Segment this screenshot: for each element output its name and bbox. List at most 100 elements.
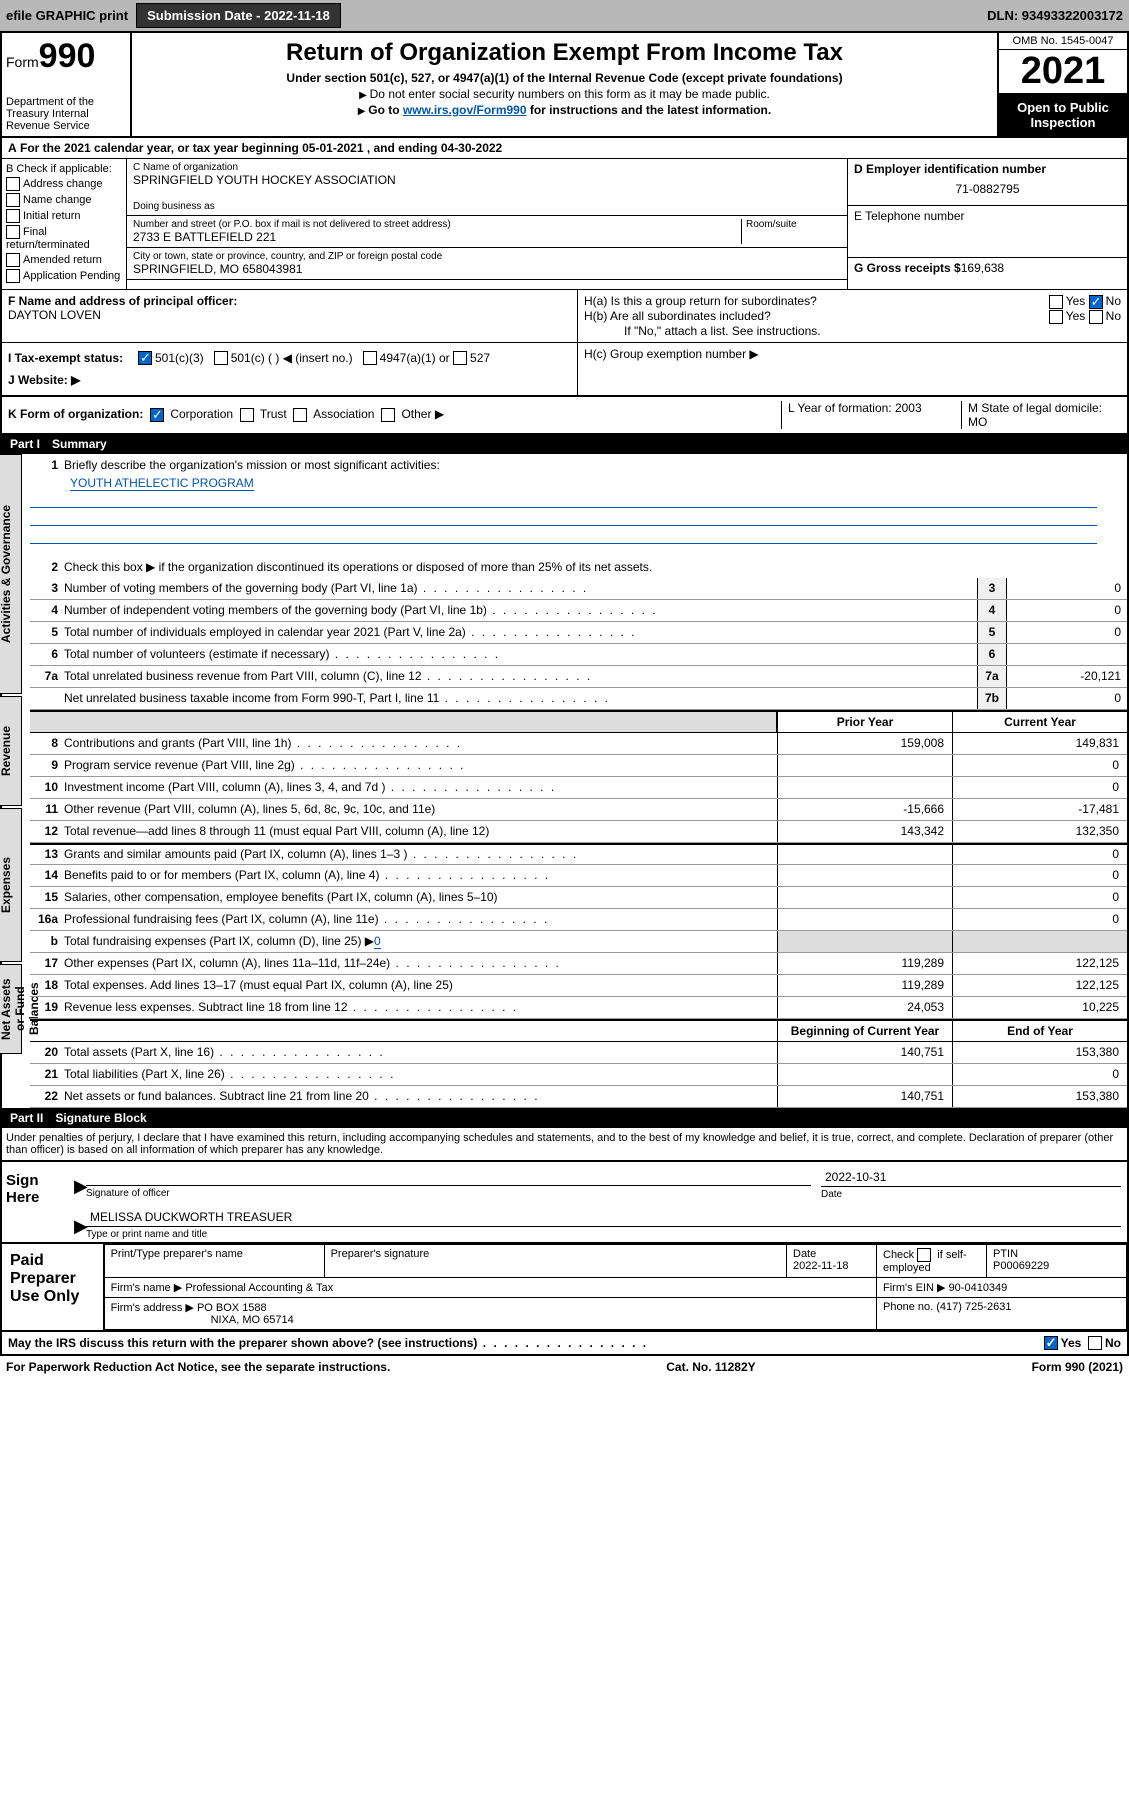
- cbx-other[interactable]: [381, 408, 395, 422]
- cy-16a: 0: [952, 909, 1127, 930]
- cbx-501c3[interactable]: [138, 351, 152, 365]
- addr-row: Number and street (or P.O. box if mail i…: [127, 216, 847, 248]
- hdr-prior: Prior Year: [777, 712, 952, 732]
- ha-yes[interactable]: [1049, 295, 1063, 309]
- line-6: Total number of volunteers (estimate if …: [64, 645, 977, 663]
- cbx-address-change[interactable]: Address change: [6, 177, 122, 191]
- py-10: [777, 777, 952, 798]
- line-11: Other revenue (Part VIII, column (A), li…: [64, 800, 777, 818]
- prep-title: Paid Preparer Use Only: [2, 1244, 104, 1330]
- cbx-corp[interactable]: [150, 408, 164, 422]
- line-16a: Professional fundraising fees (Part IX, …: [64, 910, 777, 928]
- cy-8: 149,831: [952, 733, 1127, 754]
- cbx-initial-return[interactable]: Initial return: [6, 209, 122, 223]
- submission-date-button[interactable]: Submission Date - 2022-11-18: [136, 3, 341, 28]
- dept-label: Department of the Treasury Internal Reve…: [6, 96, 126, 132]
- form-number: Form990: [6, 37, 126, 76]
- officer-name: DAYTON LOVEN: [8, 308, 571, 322]
- val-5: 0: [1007, 625, 1127, 639]
- hb-no[interactable]: [1089, 310, 1103, 324]
- addr-label: Number and street (or P.O. box if mail i…: [133, 219, 741, 230]
- cbx-discuss-yes[interactable]: [1044, 1336, 1058, 1350]
- ha-label: H(a) Is this a group return for subordin…: [584, 294, 1049, 309]
- cbx-4947[interactable]: [363, 351, 377, 365]
- hc-label: H(c) Group exemption number ▶: [584, 347, 1121, 361]
- block-c: C Name of organization SPRINGFIELD YOUTH…: [127, 159, 847, 289]
- cy-9: 0: [952, 755, 1127, 776]
- line-i: I Tax-exempt status: 501(c)(3) 501(c) ( …: [8, 347, 571, 369]
- form990-link[interactable]: www.irs.gov/Form990: [403, 103, 527, 117]
- line-4: Number of independent voting members of …: [64, 601, 977, 619]
- ey-22: 153,380: [952, 1086, 1127, 1107]
- prep-table: Print/Type preparer's name Preparer's si…: [104, 1244, 1127, 1330]
- i-label: I Tax-exempt status:: [8, 351, 138, 365]
- cbx-name-change[interactable]: Name change: [6, 193, 122, 207]
- firm-ein-label: Firm's EIN ▶: [883, 1282, 946, 1294]
- arrow-icon: ▶: [74, 1216, 88, 1237]
- line-8: Contributions and grants (Part VIII, lin…: [64, 734, 777, 752]
- py-17: 119,289: [777, 953, 952, 974]
- ein-row: D Employer identification number 71-0882…: [848, 159, 1127, 206]
- py-16a: [777, 909, 952, 930]
- ein-label: D Employer identification number: [854, 162, 1121, 176]
- by-20: 140,751: [777, 1042, 952, 1063]
- dba-label: Doing business as: [133, 201, 841, 212]
- subtitle-3: Go to www.irs.gov/Form990 for instructio…: [138, 103, 991, 117]
- prep-date-val: 2022-11-18: [793, 1260, 848, 1272]
- cbx-trust[interactable]: [240, 408, 254, 422]
- mission-line: [30, 528, 1097, 544]
- block-hc: H(c) Group exemption number ▶: [577, 343, 1127, 395]
- py-18: 119,289: [777, 975, 952, 996]
- ha-no[interactable]: [1089, 295, 1103, 309]
- page-footer: For Paperwork Reduction Act Notice, see …: [0, 1356, 1129, 1378]
- firm-addr1: PO BOX 1588: [197, 1302, 267, 1314]
- vtab-ag: Activities & Governance: [0, 454, 22, 694]
- vtab-exp: Expenses: [0, 808, 22, 962]
- subtitle-1: Under section 501(c), 527, or 4947(a)(1)…: [138, 71, 991, 85]
- room-label: Room/suite: [746, 219, 841, 230]
- cbx-final-return[interactable]: Final return/terminated: [6, 225, 122, 251]
- hb-yes[interactable]: [1049, 310, 1063, 324]
- val-4: 0: [1007, 603, 1127, 617]
- block-d: D Employer identification number 71-0882…: [847, 159, 1127, 289]
- cy-13: 0: [952, 845, 1127, 864]
- line-7b: Net unrelated business taxable income fr…: [64, 689, 977, 707]
- line-21: Total liabilities (Part X, line 26): [64, 1065, 777, 1083]
- hb-note: If "No," attach a list. See instructions…: [584, 324, 1121, 338]
- form-ref: Form 990 (2021): [1032, 1360, 1123, 1374]
- line-14: Benefits paid to or for members (Part IX…: [64, 866, 777, 884]
- cbx-self-employed[interactable]: [917, 1248, 931, 1262]
- part1-title: Summary: [52, 437, 107, 451]
- line-16b: Total fundraising expenses (Part IX, col…: [64, 932, 777, 950]
- prep-name-hdr: Print/Type preparer's name: [104, 1244, 324, 1277]
- cbx-amended[interactable]: Amended return: [6, 253, 122, 267]
- part1-label: Part I: [10, 437, 40, 451]
- cbx-527[interactable]: [453, 351, 467, 365]
- city-value: SPRINGFIELD, MO 658043981: [133, 262, 841, 276]
- cbx-discuss-no[interactable]: [1088, 1336, 1102, 1350]
- header-right: OMB No. 1545-0047 2021 Open to Public In…: [997, 33, 1127, 136]
- sign-here-row: Sign Here ▶ Signature of officer 2022-10…: [2, 1160, 1127, 1244]
- cbx-assoc[interactable]: [293, 408, 307, 422]
- part2-label: Part II: [10, 1111, 43, 1125]
- org-name-row: C Name of organization SPRINGFIELD YOUTH…: [127, 159, 847, 216]
- cy-11: -17,481: [952, 799, 1127, 820]
- cbx-pending[interactable]: Application Pending: [6, 269, 122, 283]
- city-row: City or town, state or province, country…: [127, 248, 847, 280]
- header-left: Form990 Department of the Treasury Inter…: [2, 33, 132, 136]
- firm-name: Professional Accounting & Tax: [185, 1282, 333, 1294]
- prep-sig-hdr: Preparer's signature: [324, 1244, 786, 1277]
- firm-addr-label: Firm's address ▶: [111, 1302, 194, 1314]
- val-7b: 0: [1007, 691, 1127, 705]
- sig-name-line: ▶MELISSA DUCKWORTH TREASUER: [86, 1208, 1121, 1227]
- sig-date-label: Date: [821, 1189, 1121, 1200]
- sig-declaration: Under penalties of perjury, I declare th…: [2, 1128, 1127, 1160]
- phone-row: E Telephone number: [848, 206, 1127, 258]
- tax-year: 2021: [999, 50, 1127, 94]
- sig-date: 2022-10-31: [821, 1168, 1121, 1187]
- cbx-501c[interactable]: [214, 351, 228, 365]
- prep-date-hdr: Date: [793, 1248, 816, 1260]
- cy-19: 10,225: [952, 997, 1127, 1018]
- ptin-val: P00069229: [993, 1260, 1049, 1272]
- sig-officer-label: Signature of officer: [86, 1188, 811, 1199]
